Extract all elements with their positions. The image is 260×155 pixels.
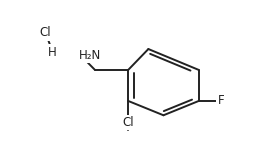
Text: F: F	[217, 94, 224, 107]
Text: H₂N: H₂N	[79, 49, 101, 62]
Text: Cl: Cl	[122, 116, 134, 129]
Text: Cl: Cl	[40, 26, 51, 39]
Text: H: H	[48, 46, 57, 59]
